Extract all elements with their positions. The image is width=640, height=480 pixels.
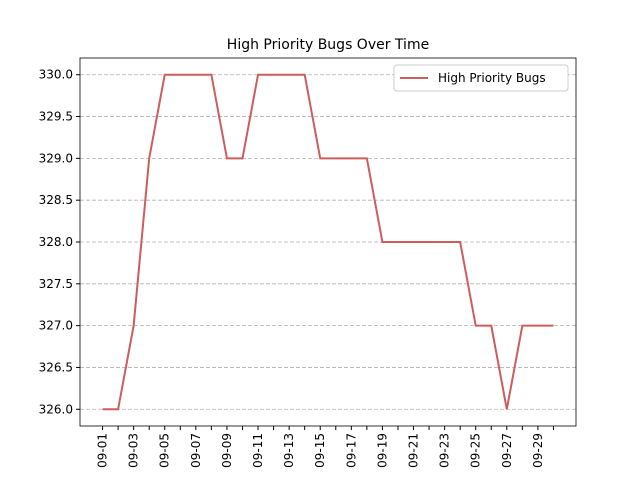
x-tick-label: 09-25 <box>469 433 483 468</box>
plot-frame <box>79 57 577 427</box>
x-tick-label: 09-29 <box>531 433 545 468</box>
x-tick-label: 09-03 <box>127 433 141 468</box>
x-tick-label: 09-07 <box>189 433 203 468</box>
legend-box <box>393 64 569 92</box>
legend-label: High Priority Bugs <box>438 71 546 85</box>
x-tick-label: 09-13 <box>282 433 296 468</box>
y-tick-label: 329.0 <box>39 151 73 165</box>
x-tick-label: 09-17 <box>344 433 358 468</box>
x-tick-label: 09-01 <box>96 433 110 468</box>
y-tick-label: 327.0 <box>39 319 73 333</box>
y-tick-label: 327.5 <box>39 277 73 291</box>
x-tick-label: 09-23 <box>438 433 452 468</box>
x-tick-label: 09-15 <box>313 433 327 468</box>
x-tick-label: 09-11 <box>251 433 265 468</box>
x-tick-label: 09-27 <box>500 433 514 468</box>
y-tick-label: 326.0 <box>39 402 73 416</box>
x-tick-label: 09-21 <box>407 433 421 468</box>
y-tick-label: 328.0 <box>39 235 73 249</box>
y-tick-label: 328.5 <box>39 193 73 207</box>
chart-title: High Priority Bugs Over Time <box>227 37 429 53</box>
y-tick-label: 329.5 <box>39 110 73 124</box>
x-tick-label: 09-19 <box>375 433 389 468</box>
y-tick-label: 330.0 <box>39 68 73 82</box>
x-tick-label: 09-09 <box>220 433 234 468</box>
data-line <box>102 73 554 411</box>
x-tick-label: 09-05 <box>158 433 172 468</box>
y-tick-label: 326.5 <box>39 360 73 374</box>
